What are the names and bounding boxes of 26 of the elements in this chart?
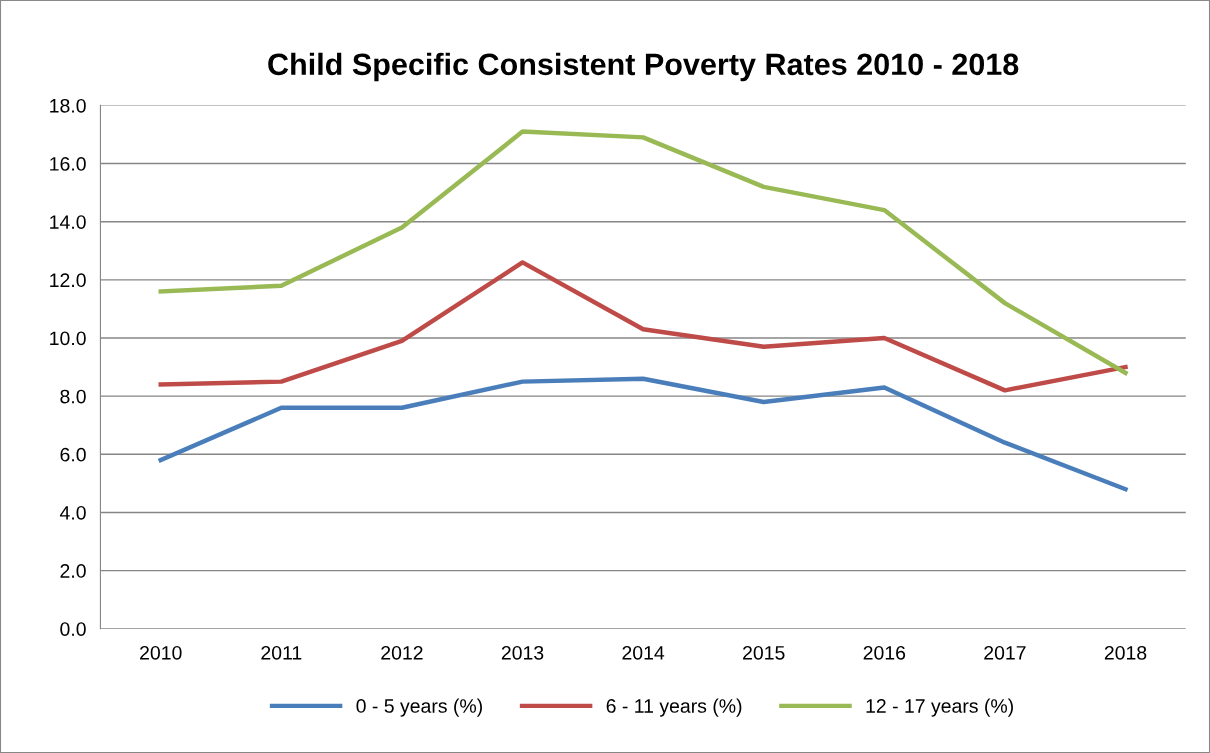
legend-label: 6 - 11 years (%) [606, 698, 742, 717]
x-tick-label: 2018 [1104, 645, 1147, 660]
y-tick-label: 16.0 [50, 157, 86, 171]
x-tick-label: 2011 [261, 645, 302, 660]
y-tick-label: 10.0 [50, 331, 86, 346]
line-series [158, 260, 1128, 393]
y-tick-label: 8.0 [60, 389, 86, 404]
y-tick-label: 2.0 [60, 564, 86, 578]
x-tick-label: 2014 [622, 645, 665, 660]
x-tick-label: 2010 [140, 645, 182, 660]
y-tick-label: 4.0 [59, 505, 86, 520]
x-tick-label: 2015 [743, 645, 785, 660]
legend-label: 0 - 5 years (%) [356, 698, 482, 717]
y-tick-label: 0.0 [60, 622, 86, 636]
x-tick-label: 2017 [984, 645, 1026, 660]
line-series [158, 129, 1128, 376]
y-tick-label: 14.0 [50, 215, 86, 229]
y-tick-label: 6.0 [60, 447, 86, 462]
chart-title: Child Specific Consistent Poverty Rates 2010 - 2018 [268, 52, 1019, 82]
legend-label: 12 - 17 years (%) [866, 698, 1013, 717]
x-tick-label: 2016 [863, 645, 906, 660]
line-series [158, 376, 1128, 492]
y-tick-label: 18.0 [50, 98, 86, 113]
x-tick-label: 2012 [381, 645, 423, 660]
x-tick-label: 2013 [501, 645, 544, 660]
y-tick-label: 12.0 [50, 273, 86, 288]
